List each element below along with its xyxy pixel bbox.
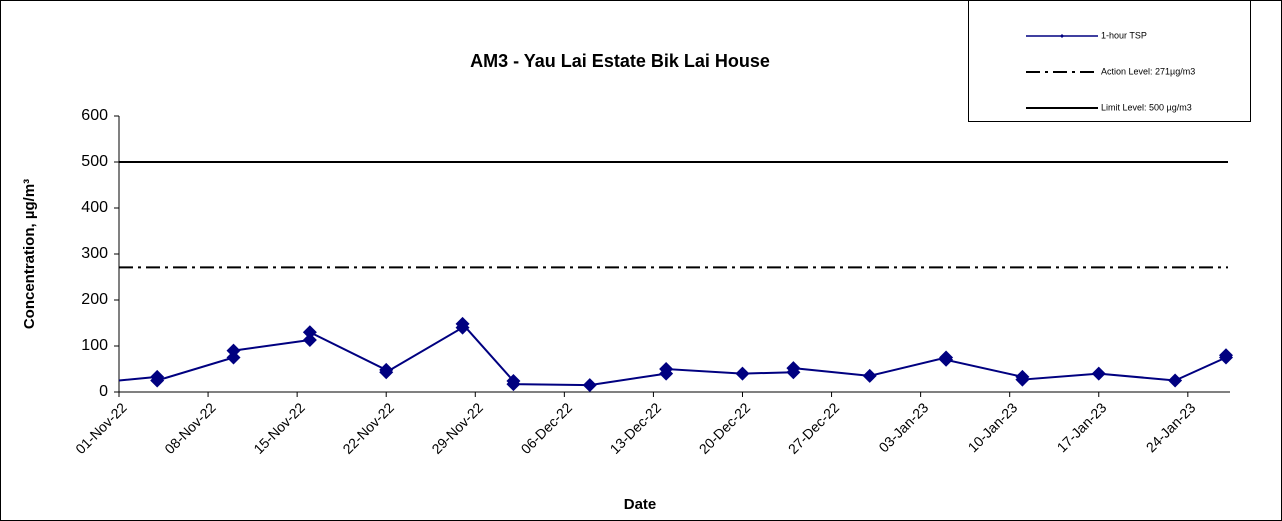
data-point [862, 368, 877, 383]
data-point [150, 373, 165, 388]
legend-label: 1-hour TSP [1101, 30, 1147, 40]
legend-label: Action Level: 271µg/m3 [1101, 66, 1195, 76]
data-point [659, 362, 674, 376]
y-tick-label: 400 [81, 199, 108, 216]
y-tick-label: 300 [81, 245, 108, 262]
y-tick-label: 100 [81, 337, 108, 354]
legend-label: Limit Level: 500 µg/m3 [1101, 102, 1192, 112]
y-tick-label: 600 [81, 107, 108, 124]
chart-title: AM3 - Yau Lai Estate Bik Lai House [470, 51, 770, 71]
legend-marker [1060, 34, 1064, 38]
data-point [1219, 348, 1233, 363]
data-point [939, 352, 954, 367]
data-point [735, 366, 750, 381]
data-point [1015, 372, 1030, 387]
y-tick-label: 500 [81, 153, 108, 170]
x-axis-label: Date [624, 496, 657, 513]
data-point [302, 325, 317, 340]
data-point [226, 343, 241, 358]
data-point [379, 365, 394, 380]
data-point [302, 333, 317, 348]
y-tick-label: 0 [99, 383, 108, 400]
data-point [786, 361, 801, 376]
data-point [455, 316, 470, 331]
y-tick-label: 200 [81, 291, 108, 308]
data-point [1091, 366, 1106, 381]
legend-box [968, 0, 1251, 122]
data-point [506, 377, 521, 392]
data-point [1168, 373, 1183, 388]
y-axis-label: Concentration, µg/m³ [21, 179, 38, 329]
data-point [582, 378, 597, 393]
